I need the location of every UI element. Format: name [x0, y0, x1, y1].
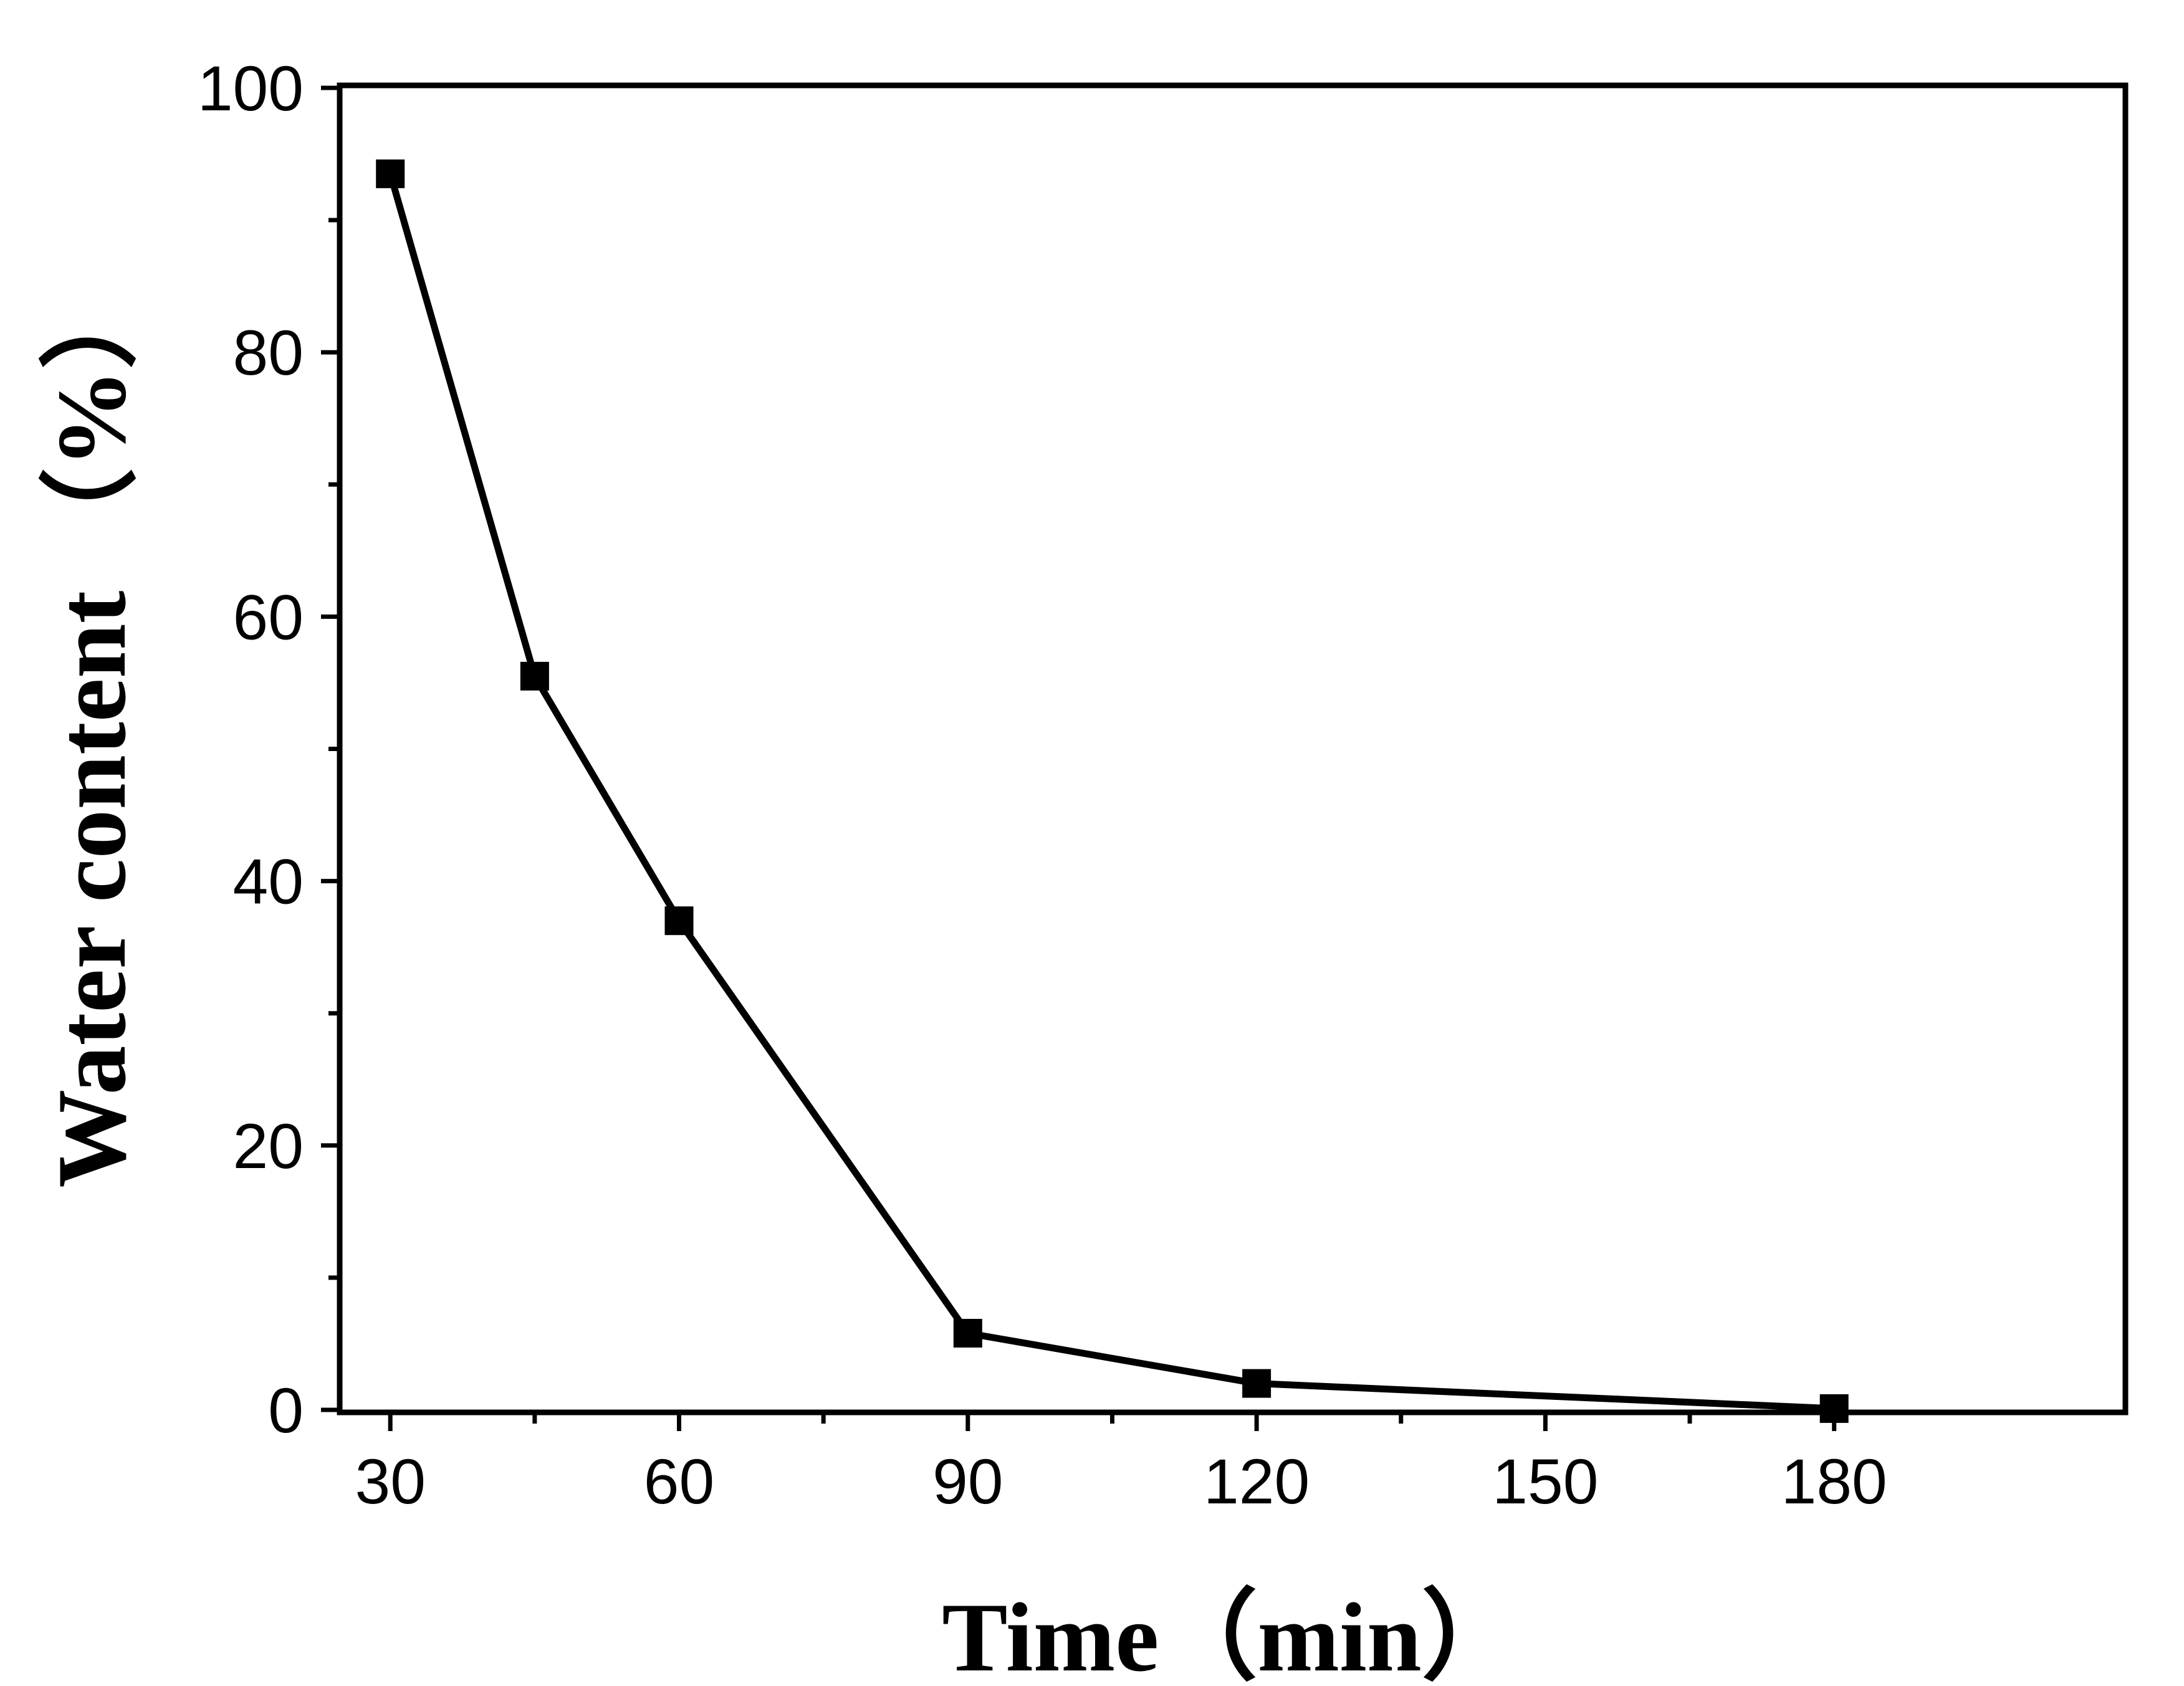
x-tick-label: 180	[1781, 1446, 1887, 1517]
x-tick-label: 90	[932, 1446, 1003, 1517]
x-tick-label: 30	[355, 1446, 425, 1517]
x-axis-ticks: 30 60 90 120 150 180	[355, 1412, 1887, 1517]
x-tick-label: 120	[1204, 1446, 1310, 1517]
y-axis-ticks: 0 20 40 60 80 100	[198, 53, 340, 1446]
series-line	[386, 173, 1834, 1412]
y-tick-label: 0	[268, 1375, 304, 1446]
y-tick-label: 100	[198, 53, 304, 124]
x-axis-title: Time（min）	[942, 1583, 1520, 1686]
data-point	[376, 159, 405, 188]
data-point	[664, 906, 694, 936]
y-tick-label: 20	[233, 1111, 304, 1182]
y-tick-label: 40	[233, 846, 304, 917]
series-layer	[376, 159, 1849, 1423]
y-tick-label: 60	[233, 582, 304, 653]
y-axis-title: Water content （%）	[37, 271, 146, 1188]
x-tick-label: 60	[644, 1446, 714, 1517]
y-tick-label: 80	[233, 317, 304, 388]
data-point	[1242, 1369, 1272, 1398]
data-point	[953, 1318, 982, 1348]
data-point	[520, 661, 549, 691]
x-tick-label: 150	[1492, 1446, 1598, 1517]
